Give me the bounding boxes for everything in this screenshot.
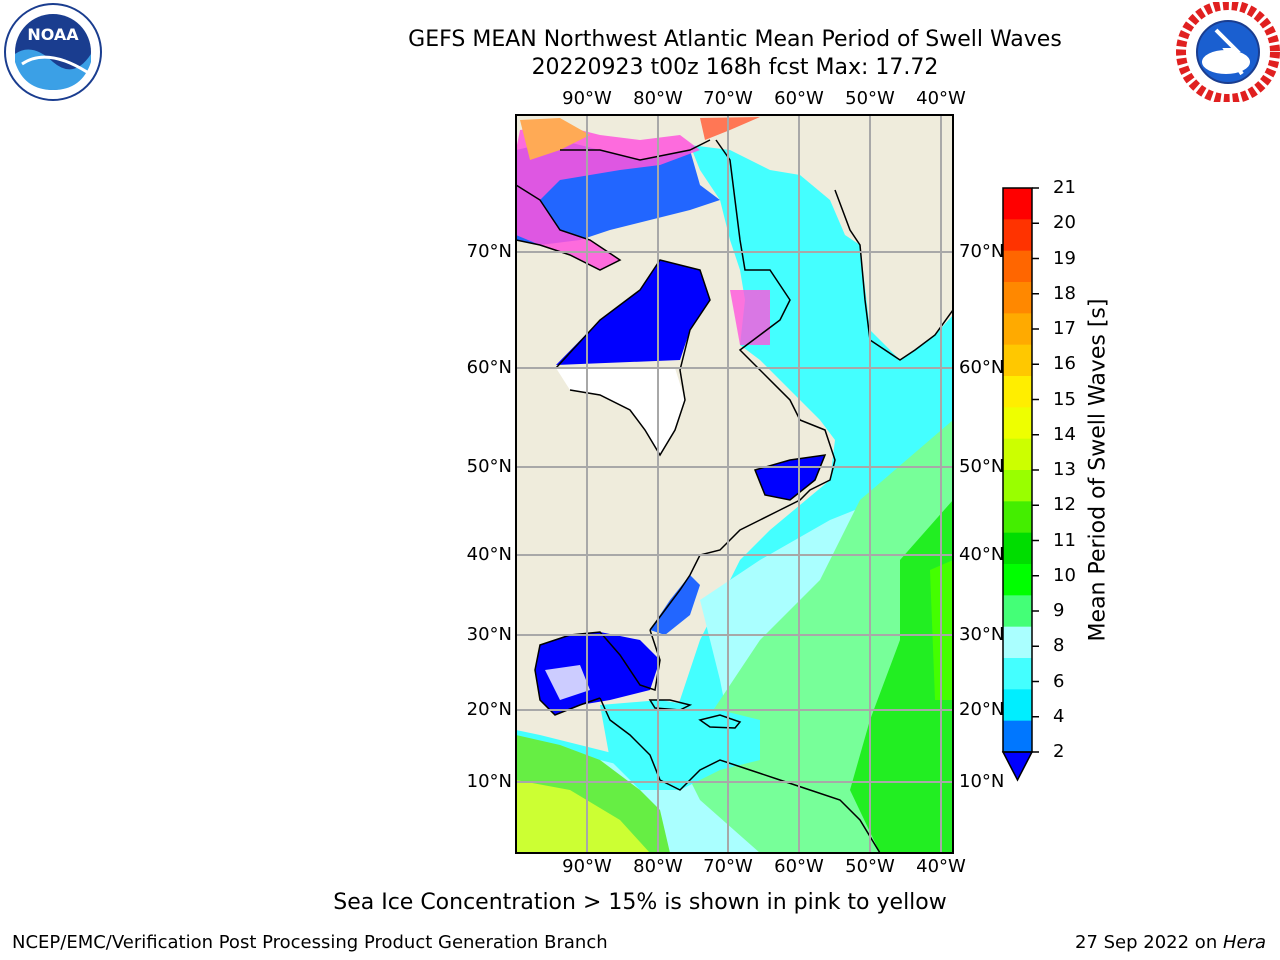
lon-label-top-90w: 90°W xyxy=(562,88,612,109)
colorbar-tick-label: 8 xyxy=(1053,635,1065,657)
lat-label-left-20n: 20°N xyxy=(466,699,512,720)
lon-label-bottom-60w: 60°W xyxy=(774,856,824,877)
lon-label-bottom-90w: 90°W xyxy=(562,856,612,877)
lat-label-left-70n: 70°N xyxy=(466,241,512,262)
sea-ice-pink xyxy=(516,125,700,270)
colorbar-segment xyxy=(1003,376,1032,408)
lon-label-bottom-40w: 40°W xyxy=(916,856,966,877)
colorbar-segments xyxy=(1003,187,1039,753)
colorbar-tick-label: 12 xyxy=(1053,494,1076,516)
colorbar-tick-label: 20 xyxy=(1053,212,1076,234)
lon-label-top-50w: 50°W xyxy=(845,88,895,109)
graticule xyxy=(516,115,953,853)
lat-label-right-40n: 40°N xyxy=(959,544,1005,565)
coastlines xyxy=(516,139,953,853)
hudson-bay xyxy=(556,260,710,365)
date-stamp: 27 Sep 2022 on Hera xyxy=(1075,932,1266,953)
noaa-logo-icon: NOAA xyxy=(4,3,102,101)
sea-ice-yellow xyxy=(520,118,590,160)
colorbar-tick-label: 19 xyxy=(1053,247,1076,269)
map-frame xyxy=(515,114,954,854)
sea-ice-note: Sea Ice Concentration > 15% is shown in … xyxy=(333,890,947,915)
colorbar-segment xyxy=(1003,188,1032,220)
colorbar-under-arrow xyxy=(1001,751,1034,782)
lon-label-top-60w: 60°W xyxy=(774,88,824,109)
colorbar xyxy=(1001,187,1039,782)
colorbar-tick-label: 16 xyxy=(1053,353,1076,375)
hudson-bay-south xyxy=(556,368,685,455)
colorbar-tick-label: 10 xyxy=(1053,564,1076,586)
colorbar-segment xyxy=(1003,532,1032,565)
colorbar-segment xyxy=(1003,313,1032,346)
colorbar-tick-label: 4 xyxy=(1053,705,1065,727)
credit-line: NCEP/EMC/Verification Post Processing Pr… xyxy=(12,932,608,953)
lat-label-right-20n: 20°N xyxy=(959,699,1005,720)
colorbar-segment xyxy=(1003,250,1032,283)
pacific-swell-yellow xyxy=(516,780,650,853)
colorbar-segment xyxy=(1003,658,1032,690)
lon-label-top-40w: 40°W xyxy=(916,88,966,109)
colorbar-frame xyxy=(1002,187,1033,753)
lat-label-left-60n: 60°N xyxy=(466,357,512,378)
colorbar-tick-label: 14 xyxy=(1053,423,1076,445)
lat-label-left-50n: 50°N xyxy=(466,456,512,477)
colorbar-tick-label: 11 xyxy=(1053,529,1076,551)
colorbar-tick-label: 17 xyxy=(1053,318,1076,339)
colorbar-segment xyxy=(1003,564,1032,596)
gulf-speckle xyxy=(545,665,590,700)
lat-label-right-70n: 70°N xyxy=(959,241,1005,262)
colorbar-tick-label: 2 xyxy=(1053,741,1065,762)
colorbar-segment xyxy=(1003,470,1032,502)
caribbean-sea xyxy=(600,700,760,790)
colorbar-segment xyxy=(1003,689,1032,722)
lat-label-right-60n: 60°N xyxy=(959,357,1005,378)
colorbar-tick-label: 18 xyxy=(1053,282,1076,304)
colorbar-segment xyxy=(1003,595,1032,628)
colorbar-segment xyxy=(1003,720,1032,753)
lon-label-top-80w: 80°W xyxy=(633,88,683,109)
colorbar-tick-label: 15 xyxy=(1053,388,1076,410)
lon-label-bottom-70w: 70°W xyxy=(703,856,753,877)
lat-label-left-30n: 30°N xyxy=(466,624,512,645)
lat-label-right-30n: 30°N xyxy=(959,624,1005,645)
colorbar-segment xyxy=(1003,501,1032,534)
lon-label-bottom-50w: 50°W xyxy=(845,856,895,877)
lat-label-left-40n: 40°N xyxy=(466,544,512,565)
colorbar-label: Mean Period of Swell Waves [s] xyxy=(1085,298,1111,642)
east-coast-blue xyxy=(650,575,700,635)
host-name: Hera xyxy=(1222,932,1266,953)
map-subtitle: 20220923 t00z 168h fcst Max: 17.72 xyxy=(531,55,939,80)
colorbar-segment xyxy=(1003,282,1032,314)
lat-label-right-50n: 50°N xyxy=(959,456,1005,477)
colorbar-segment xyxy=(1003,407,1032,440)
lon-label-bottom-80w: 80°W xyxy=(633,856,683,877)
swell-10-11s-band xyxy=(850,500,953,853)
colorbar-tick-label: 6 xyxy=(1053,670,1065,692)
noaa-logo-text: NOAA xyxy=(27,25,79,44)
greenland-coast-ice xyxy=(730,290,770,345)
colorbar-tick-label: 9 xyxy=(1053,600,1065,621)
lon-label-top-70w: 70°W xyxy=(703,88,753,109)
colorbar-segment xyxy=(1003,438,1032,471)
lat-label-left-10n: 10°N xyxy=(466,771,512,792)
map-title: GEFS MEAN Northwest Atlantic Mean Period… xyxy=(408,27,1062,52)
colorbar-segment xyxy=(1003,626,1032,659)
colorbar-segment xyxy=(1003,344,1032,377)
colorbar-tick-label: 13 xyxy=(1053,459,1076,480)
date-text: 27 Sep 2022 on xyxy=(1075,932,1223,953)
lat-label-right-10n: 10°N xyxy=(959,771,1005,792)
nws-logo-icon xyxy=(1176,2,1280,102)
colorbar-tick-label: 21 xyxy=(1053,177,1076,198)
colorbar-segment xyxy=(1003,219,1032,252)
sea-ice-orange xyxy=(700,117,760,140)
